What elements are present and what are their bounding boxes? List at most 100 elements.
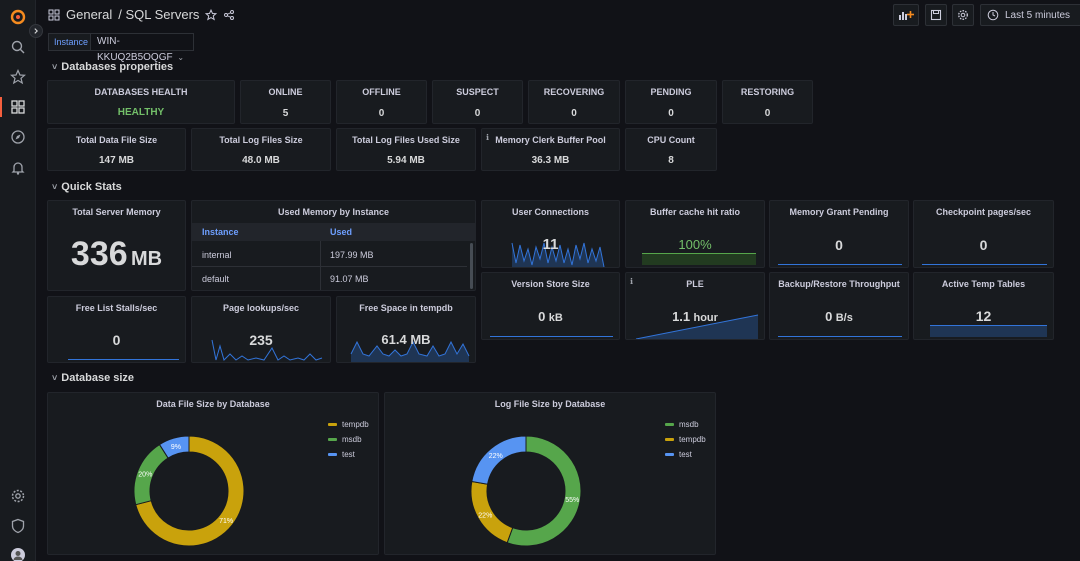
settings-gear-icon[interactable] bbox=[8, 486, 28, 506]
grafana-logo-icon[interactable] bbox=[8, 7, 28, 27]
panel-value: 5 bbox=[282, 108, 289, 119]
panel-total-log-files-used-size[interactable]: Total Log Files Used Size 5.94 MB bbox=[336, 128, 476, 171]
panel-title: Buffer cache hit ratio bbox=[649, 207, 741, 217]
value-number: 0 bbox=[825, 309, 833, 324]
panel-title: Version Store Size bbox=[511, 279, 590, 289]
panel-free-list-stalls[interactable]: Free List Stalls/sec 0 bbox=[47, 296, 186, 363]
panel-title: User Connections bbox=[511, 207, 589, 217]
shield-icon[interactable] bbox=[8, 516, 28, 536]
panel-version-store-size[interactable]: Version Store Size 0 kB bbox=[481, 272, 620, 340]
panel-pending[interactable]: PENDING 0 bbox=[625, 80, 717, 124]
donut-slice-msdb[interactable] bbox=[506, 435, 582, 547]
time-range-picker[interactable]: Last 5 minutes bbox=[980, 4, 1080, 26]
value-number: 0 bbox=[538, 309, 546, 324]
panel-memory-clerk-buffer-pool[interactable]: ℹ Memory Clerk Buffer Pool 36.3 MB bbox=[481, 128, 620, 171]
panel-used-memory-by-instance[interactable]: Used Memory by Instance Instance Used in… bbox=[191, 200, 476, 291]
row-header-databases-properties[interactable]: ˅ Databases properties bbox=[52, 61, 173, 73]
slice-label-msdb: 20% bbox=[138, 472, 152, 479]
panel-online[interactable]: ONLINE 5 bbox=[240, 80, 331, 124]
dashboard-settings-button[interactable] bbox=[952, 4, 974, 26]
legend-item-msdb[interactable]: msdb bbox=[665, 417, 706, 432]
row-title: Databases properties bbox=[61, 61, 174, 73]
slice-label-msdb: 55% bbox=[565, 497, 579, 504]
sidebar-collapse-button[interactable] bbox=[29, 24, 43, 38]
panel-value: 0 B/s bbox=[770, 309, 908, 324]
sparkline-backup-restore bbox=[778, 336, 902, 337]
row-header-database-size[interactable]: ˅ Database size bbox=[52, 372, 134, 384]
panel-title: Backup/Restore Throughput bbox=[778, 279, 900, 289]
dashboard-title[interactable]: / SQL Servers bbox=[118, 7, 200, 22]
panel-page-lookups[interactable]: Page lookups/sec 235 bbox=[191, 296, 331, 363]
panel-title: Active Temp Tables bbox=[941, 279, 1026, 289]
user-avatar-icon[interactable] bbox=[8, 545, 28, 561]
panel-value: 0 bbox=[474, 108, 481, 119]
legend-item-test[interactable]: test bbox=[328, 447, 369, 462]
legend-item-tempdb[interactable]: tempdb bbox=[665, 432, 706, 447]
legend-item-test[interactable]: test bbox=[665, 447, 706, 462]
panel-total-data-file-size[interactable]: Total Data File Size 147 MB bbox=[47, 128, 186, 171]
save-dashboard-button[interactable] bbox=[925, 4, 947, 26]
panel-title: DATABASES HEALTH bbox=[94, 87, 188, 97]
panel-recovering[interactable]: RECOVERING 0 bbox=[528, 80, 620, 124]
table-scrollbar[interactable] bbox=[470, 243, 473, 289]
breadcrumb-folder[interactable]: General bbox=[66, 7, 113, 22]
panel-databases-health[interactable]: DATABASES HEALTH HEALTHY bbox=[47, 80, 235, 124]
panel-cpu-count[interactable]: CPU Count 8 bbox=[625, 128, 717, 171]
slice-label-test: 22% bbox=[489, 453, 503, 460]
panel-suspect[interactable]: SUSPECT 0 bbox=[432, 80, 523, 124]
panel-value: 0 bbox=[979, 237, 988, 253]
panel-title: RECOVERING bbox=[543, 87, 605, 97]
share-icon[interactable] bbox=[223, 9, 235, 21]
donut-chart-log-file-size: 55% 22% 22% bbox=[470, 435, 582, 547]
chevron-down-icon: ˅ bbox=[52, 62, 58, 72]
column-header-used[interactable]: Used bbox=[330, 227, 353, 237]
panel-total-log-files-size[interactable]: Total Log Files Size 48.0 MB bbox=[191, 128, 331, 171]
slice-label-tempdb: 71% bbox=[219, 518, 233, 525]
panel-checkpoint-pages[interactable]: Checkpoint pages/sec 0 bbox=[913, 200, 1054, 268]
sparkline-memory-grant bbox=[778, 264, 902, 265]
panel-buffer-cache-hit-ratio[interactable]: Buffer cache hit ratio 100% bbox=[625, 200, 765, 268]
panel-value: 100% bbox=[678, 237, 712, 252]
cell-used: 197.99 MB bbox=[330, 249, 374, 260]
instance-variable-select[interactable]: WIN-KKUQ2B5OQGF ⌄ bbox=[90, 33, 194, 63]
dashboards-icon[interactable] bbox=[8, 97, 28, 117]
panel-value: 36.3 MB bbox=[531, 155, 570, 166]
star-icon[interactable] bbox=[8, 67, 28, 87]
panel-free-space-tempdb[interactable]: Free Space in tempdb 61.4 MB bbox=[336, 296, 476, 363]
panel-memory-grant-pending[interactable]: Memory Grant Pending 0 bbox=[769, 200, 909, 268]
panel-title: PENDING bbox=[650, 87, 692, 97]
sparkline-buffer-cache bbox=[642, 253, 756, 265]
donut-slice-test[interactable] bbox=[158, 435, 190, 459]
explore-compass-icon[interactable] bbox=[8, 127, 28, 147]
search-icon[interactable] bbox=[8, 37, 28, 57]
panel-data-file-size-by-database[interactable]: Data File Size by Database 71% 20% 9% temp… bbox=[47, 392, 379, 555]
favorite-star-icon[interactable] bbox=[205, 8, 218, 21]
chevron-down-icon: ˅ bbox=[52, 373, 58, 383]
panel-log-file-size-by-database[interactable]: Log File Size by Database 55% 22% 22% msdb… bbox=[384, 392, 716, 555]
info-icon[interactable]: ℹ bbox=[630, 277, 634, 286]
info-icon[interactable]: ℹ bbox=[486, 133, 490, 142]
legend-item-msdb[interactable]: msdb bbox=[328, 432, 369, 447]
value-unit: MB bbox=[130, 248, 163, 270]
slice-label-tempdb: 22% bbox=[478, 513, 492, 520]
legend-item-tempdb[interactable]: tempdb bbox=[328, 417, 369, 432]
value-number: 336 bbox=[70, 235, 128, 273]
panel-value: 0 bbox=[764, 108, 771, 119]
panel-ple[interactable]: ℹ PLE 1.1 hour bbox=[625, 272, 765, 340]
panel-title: OFFLINE bbox=[362, 87, 401, 97]
add-panel-button[interactable] bbox=[893, 4, 919, 26]
panel-user-connections[interactable]: User Connections 11 bbox=[481, 200, 620, 268]
panel-value: 12 bbox=[975, 308, 992, 324]
panel-total-server-memory[interactable]: Total Server Memory 336 MB bbox=[47, 200, 186, 291]
panel-active-temp-tables[interactable]: Active Temp Tables 12 bbox=[913, 272, 1054, 340]
panel-title: PLE bbox=[686, 279, 704, 289]
donut-slice-tempdb[interactable] bbox=[135, 435, 245, 547]
panel-restoring[interactable]: RESTORING 0 bbox=[722, 80, 813, 124]
panel-backup-restore-throughput[interactable]: Backup/Restore Throughput 0 B/s bbox=[769, 272, 909, 340]
row-header-quick-stats[interactable]: ˅ Quick Stats bbox=[52, 181, 122, 193]
column-header-instance[interactable]: Instance bbox=[202, 227, 239, 237]
donut-slice-test[interactable] bbox=[471, 435, 527, 485]
panel-offline[interactable]: OFFLINE 0 bbox=[336, 80, 427, 124]
dashboard-grid-icon bbox=[48, 9, 60, 20]
alerting-bell-icon[interactable] bbox=[8, 158, 28, 178]
